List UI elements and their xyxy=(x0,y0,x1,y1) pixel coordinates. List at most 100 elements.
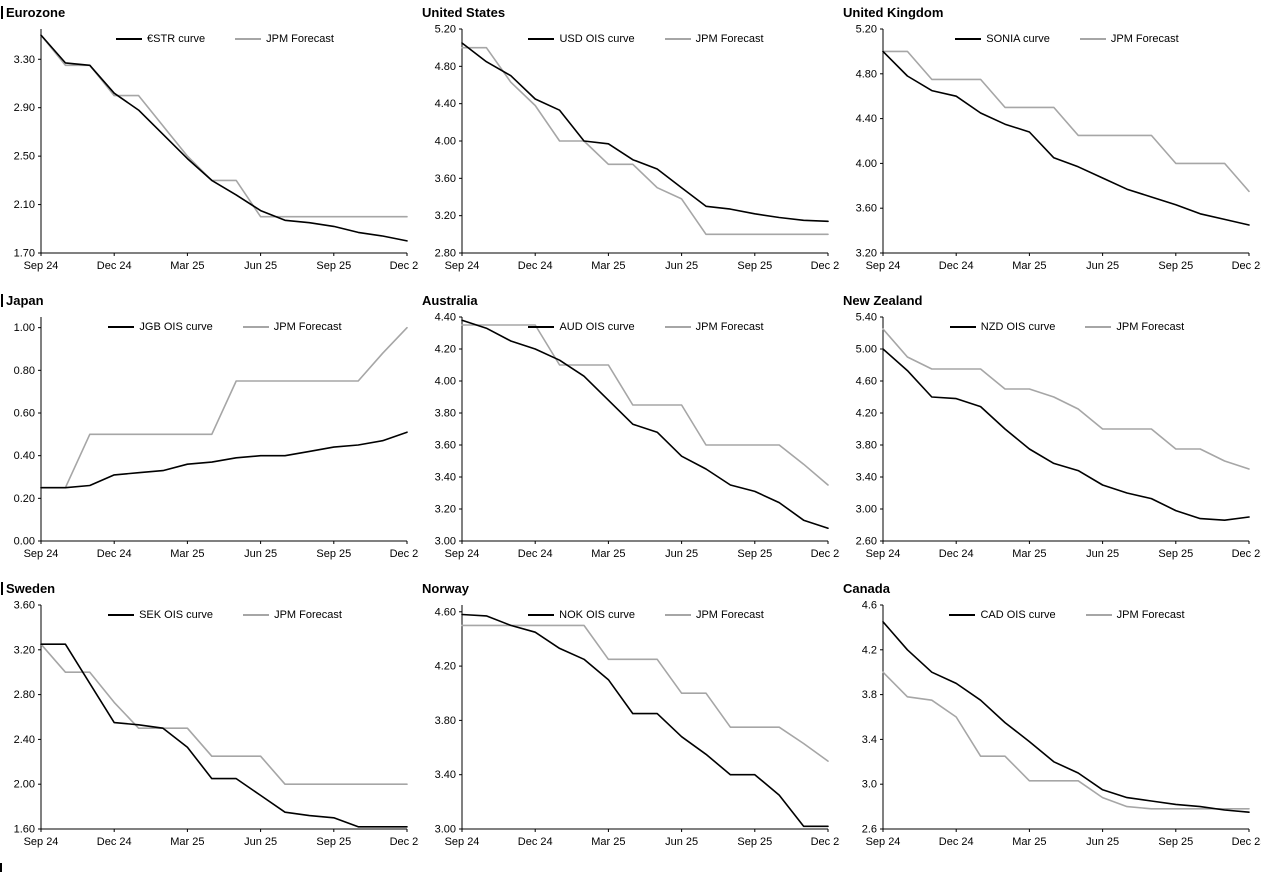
chart-panel: United States 2.80 3.20 3.60 4.00 4.40 4.80 5.… xyxy=(421,0,842,288)
y-axis-tick-label: 4.00 xyxy=(435,376,456,388)
y-axis-tick-label: 4.40 xyxy=(435,98,456,110)
x-axis-tick-label: Sep 24 xyxy=(445,260,480,272)
x-axis-tick-label: Dec 25 xyxy=(811,260,840,272)
x-axis-tick-label: Sep 24 xyxy=(866,260,901,272)
x-axis-tick-label: Dec 25 xyxy=(1232,836,1261,848)
chart-panel: Australia 3.00 3.20 3.40 3.60 3.80 4.00 4.20 4.… xyxy=(421,288,842,576)
chart-area: 3.00 3.40 3.80 4.20 4.60 Sep 24 Dec 24 Mar 25 Ju… xyxy=(422,597,840,859)
chart-title: United States xyxy=(422,3,840,21)
x-axis-tick-label: Sep 24 xyxy=(24,836,59,848)
y-axis-tick-label: 5.20 xyxy=(435,24,456,36)
y-axis-tick-label: 3.40 xyxy=(856,472,877,484)
chart-panel: United Kingdom 3.20 3.60 4.00 4.40 4.80 5.20 S… xyxy=(842,0,1263,288)
chart-title-text: Norway xyxy=(422,580,469,596)
chart-title-text: United Kingdom xyxy=(843,4,944,20)
y-axis-tick-label: 3.60 xyxy=(14,600,35,612)
title-bar xyxy=(1,5,3,19)
y-axis-tick-label: 1.60 xyxy=(14,824,35,836)
x-axis-tick-label: Sep 24 xyxy=(866,548,901,560)
x-axis-tick-label: Jun 25 xyxy=(665,260,698,272)
chart-area: 1.70 2.10 2.50 2.90 3.30 Sep 24 Dec 24 Mar 25 Ju… xyxy=(1,21,419,283)
chart-plot: 1.70 2.10 2.50 2.90 3.30 Sep 24 Dec 24 Mar 25 Ju… xyxy=(14,29,419,272)
y-axis-tick-label: 0.00 xyxy=(14,536,35,548)
x-axis-tick-label: Dec 24 xyxy=(97,548,132,560)
series-line xyxy=(461,319,829,529)
x-axis-tick-label: Dec 25 xyxy=(1232,260,1261,272)
title-bar xyxy=(1,293,3,307)
y-axis-tick-label: 3.00 xyxy=(435,824,456,836)
x-axis-tick-label: Sep 25 xyxy=(1158,836,1193,848)
chart-title-text: New Zealand xyxy=(843,292,923,308)
x-axis-tick-label: Sep 24 xyxy=(24,260,59,272)
x-axis-tick-label: Mar 25 xyxy=(170,836,204,848)
x-axis-tick-label: Jun 25 xyxy=(1086,836,1119,848)
y-axis-tick-label: 4.60 xyxy=(856,376,877,388)
y-axis-tick-label: 4.00 xyxy=(435,136,456,148)
chart-panel: Japan 0.00 0.20 0.40 0.60 0.80 1.00 Sep 24 Dec … xyxy=(0,288,421,576)
x-axis-tick-label: Sep 24 xyxy=(445,548,480,560)
x-axis-tick-label: Mar 25 xyxy=(591,548,625,560)
series-line xyxy=(461,42,829,223)
chart-title: Norway xyxy=(422,579,840,597)
chart-plot: 1.60 2.00 2.40 2.80 3.20 3.60 Sep 24 Dec 24 Mar … xyxy=(14,600,419,849)
y-axis-tick-label: 4.20 xyxy=(856,408,877,420)
y-axis-tick-label: 4.40 xyxy=(856,113,877,125)
y-axis-tick-label: 1.00 xyxy=(14,322,35,334)
chart-title: Japan xyxy=(1,291,419,309)
series-line xyxy=(40,326,408,489)
x-axis-tick-label: Mar 25 xyxy=(1012,260,1046,272)
x-axis-tick-label: Mar 25 xyxy=(170,260,204,272)
x-axis-tick-label: Sep 25 xyxy=(316,260,351,272)
x-axis-tick-label: Jun 25 xyxy=(1086,260,1119,272)
chart-panel: Norway 3.00 3.40 3.80 4.20 4.60 Sep 24 Dec 24 M… xyxy=(421,576,842,864)
chart-title-text: Australia xyxy=(422,292,478,308)
y-axis-tick-label: 3.8 xyxy=(862,689,877,701)
title-bar xyxy=(1,581,3,595)
y-axis-tick-label: 4.20 xyxy=(435,661,456,673)
y-axis-tick-label: 2.00 xyxy=(14,779,35,791)
x-axis-tick-label: Dec 24 xyxy=(518,836,553,848)
x-axis-tick-label: Mar 25 xyxy=(1012,836,1046,848)
chart-area: 2.80 3.20 3.60 4.00 4.40 4.80 5.20 Sep 24 Dec 24… xyxy=(422,21,840,283)
x-axis-tick-label: Dec 24 xyxy=(518,548,553,560)
x-axis-tick-label: Mar 25 xyxy=(170,548,204,560)
chart-title-text: United States xyxy=(422,4,506,20)
y-axis-tick-label: 3.40 xyxy=(435,769,456,781)
x-axis-tick-label: Sep 25 xyxy=(737,548,772,560)
y-axis-tick-label: 0.20 xyxy=(14,493,35,505)
y-axis-tick-label: 2.40 xyxy=(14,734,35,746)
chart-plot: 3.00 3.40 3.80 4.20 4.60 Sep 24 Dec 24 Mar 25 Ju… xyxy=(435,605,840,848)
y-axis-tick-label: 3.0 xyxy=(862,779,877,791)
y-axis-tick-label: 4.20 xyxy=(435,344,456,356)
chart-plot: 3.00 3.20 3.40 3.60 3.80 4.00 4.20 4.40 Sep 24 De… xyxy=(435,312,840,561)
y-axis-tick-label: 3.60 xyxy=(435,173,456,185)
series-line xyxy=(40,34,408,242)
y-axis-tick-label: 1.70 xyxy=(14,248,35,260)
y-axis-tick-label: 2.50 xyxy=(14,151,35,163)
x-axis-tick-label: Sep 24 xyxy=(24,548,59,560)
x-axis-tick-label: Dec 25 xyxy=(390,260,419,272)
series-line xyxy=(40,643,408,828)
x-axis-tick-label: Sep 24 xyxy=(866,836,901,848)
chart-title-text: Sweden xyxy=(6,580,56,596)
chart-title: Canada xyxy=(843,579,1261,597)
x-axis-tick-label: Mar 25 xyxy=(591,836,625,848)
x-axis-tick-label: Dec 25 xyxy=(1232,548,1261,560)
y-axis-tick-label: 2.10 xyxy=(14,199,35,211)
chart-area: 1.60 2.00 2.40 2.80 3.20 3.60 Sep 24 Dec 24 Mar … xyxy=(1,597,419,859)
chart-plot: 0.00 0.20 0.40 0.60 0.80 1.00 Sep 24 Dec 24 Mar … xyxy=(14,317,419,560)
x-axis-tick-label: Mar 25 xyxy=(1012,548,1046,560)
y-axis-tick-label: 3.30 xyxy=(14,54,35,66)
x-axis-tick-label: Jun 25 xyxy=(665,548,698,560)
chart-title: Australia xyxy=(422,291,840,309)
chart-panel: Sweden 1.60 2.00 2.40 2.80 3.20 3.60 Sep 24 Dec… xyxy=(0,576,421,864)
series-line xyxy=(882,671,1250,810)
chart-title-text: Japan xyxy=(6,292,44,308)
chart-panel: New Zealand 2.60 3.00 3.40 3.80 4.20 4.60 5.00… xyxy=(842,288,1263,576)
x-axis-tick-label: Sep 25 xyxy=(1158,548,1193,560)
series-line xyxy=(882,50,1250,193)
y-axis-tick-label: 5.40 xyxy=(856,312,877,324)
chart-area: 2.6 3.0 3.4 3.8 4.2 4.6 Sep 24 Dec 24 Mar 25 Jun … xyxy=(843,597,1261,859)
series-line xyxy=(40,34,408,218)
